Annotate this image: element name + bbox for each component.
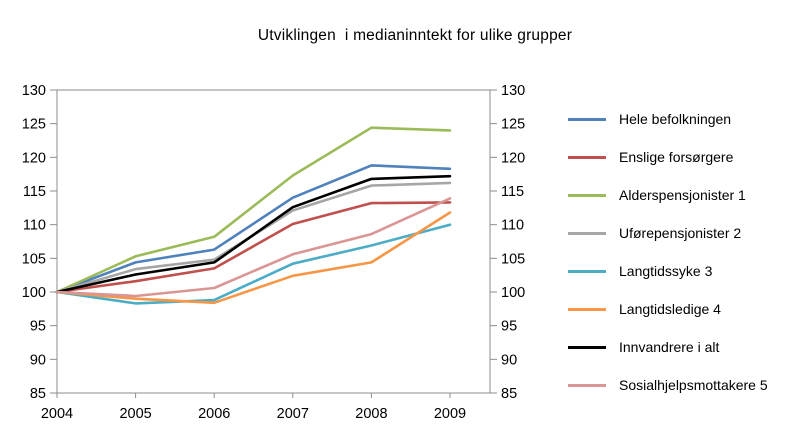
y-axis-label-left: 125: [22, 117, 46, 133]
series-line-langtidssyke-3: [55, 223, 452, 305]
legend-line-swatch-icon: [568, 307, 606, 311]
legend-line-swatch-icon: [568, 231, 606, 235]
y-axis-label-left: 90: [30, 352, 46, 368]
y-axis-label-right: 100: [501, 285, 525, 301]
legend-line-swatch-icon: [568, 269, 606, 273]
legend-item: Sosialhjelpsmottakere 5: [568, 366, 768, 404]
legend-label: Langtidssyke 3: [619, 263, 713, 279]
series-line-sosialhjelpsmottakere-5: [55, 197, 452, 298]
legend-item: Uførepensjonister 2: [568, 214, 768, 252]
legend-line-swatch-icon: [568, 155, 606, 159]
x-axis-label: 2007: [277, 406, 309, 422]
x-axis-label: 2004: [41, 406, 73, 422]
y-axis-label-right: 95: [501, 319, 517, 335]
y-axis-label-right: 115: [501, 184, 524, 200]
x-axis-label: 2006: [198, 406, 230, 422]
legend-label: Hele befolkningen: [619, 111, 732, 127]
y-axis-label-left: 95: [30, 319, 46, 335]
y-axis-label-left: 110: [23, 218, 46, 234]
y-axis-label-right: 125: [501, 117, 525, 133]
legend-line-swatch-icon: [568, 117, 606, 121]
y-axis-label-right: 130: [501, 83, 525, 99]
y-axis-label-left: 130: [22, 83, 46, 99]
series-line-langtidsledige-4: [55, 211, 452, 305]
y-axis-label-left: 105: [22, 251, 46, 267]
y-axis-label-left: 115: [23, 184, 46, 200]
y-axis-label-left: 85: [30, 386, 46, 402]
series-line-hele-befolkningen: [55, 164, 452, 294]
legend-item: Hele befolkningen: [568, 100, 768, 138]
legend-label: Langtidsledige 4: [619, 301, 721, 317]
legend-line-swatch-icon: [568, 345, 606, 349]
series-line-enslige-forsorgere: [55, 201, 452, 294]
legend: Hele befolkningen Enslige forsørgere Ald…: [568, 100, 768, 404]
legend-item: Innvandrere i alt: [568, 328, 768, 366]
x-axis-label: 2008: [355, 406, 387, 422]
chart-title: Utviklingen i medianinntekt for ulike gr…: [257, 27, 573, 44]
legend-label: Innvandrere i alt: [619, 339, 720, 355]
series-line-innvandrere-i-alt: [55, 174, 452, 294]
y-axis-label-right: 90: [501, 352, 517, 368]
y-axis-label-left: 100: [22, 285, 46, 301]
legend-item: Alderspensjonister 1: [568, 176, 768, 214]
x-axis-label: 2005: [119, 406, 151, 422]
x-axis-label: 2009: [434, 406, 466, 422]
legend-label: Enslige forsørgere: [619, 149, 734, 165]
legend-item: Langtidssyke 3: [568, 252, 768, 290]
y-axis-label-right: 105: [501, 251, 525, 267]
legend-item: Langtidsledige 4: [568, 290, 768, 328]
series-line-alderspensjonister-1: [55, 126, 452, 294]
legend-line-swatch-icon: [568, 383, 606, 387]
y-axis-label-right: 120: [501, 150, 525, 166]
legend-label: Uførepensjonister 2: [619, 225, 742, 241]
y-axis-label-right: 110: [501, 218, 524, 234]
legend-line-swatch-icon: [568, 193, 606, 197]
y-axis-label-right: 85: [501, 386, 517, 402]
series-line-uforepensjonister-2: [55, 181, 452, 294]
legend-label: Sosialhjelpsmottakere 5: [619, 377, 768, 393]
legend-item: Enslige forsørgere: [568, 138, 768, 176]
legend-label: Alderspensjonister 1: [619, 187, 746, 203]
line-chart: 130 130 125 125 120 120 115 115 110 110 105 105 100 1…: [22, 83, 525, 422]
y-axis-label-left: 120: [22, 150, 46, 166]
